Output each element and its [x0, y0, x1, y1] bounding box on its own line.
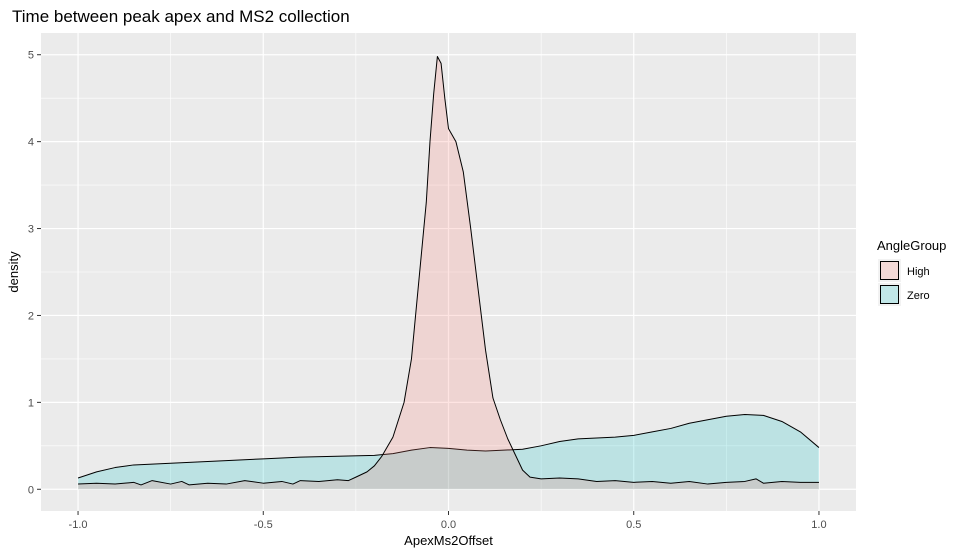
legend-key-background [878, 259, 901, 282]
density-line-high [78, 55, 819, 486]
legend-swatch-zero [880, 285, 899, 304]
density-area-high [78, 56, 819, 490]
y-tick-label: 1 [28, 397, 34, 409]
major-gridlines [41, 33, 856, 511]
x-tick-label: 1.0 [811, 519, 826, 531]
density-series [77, 55, 820, 490]
x-axis-title: ApexMs2Offset [404, 533, 493, 548]
x-axis: -1.0 -0.5 0.0 0.5 1.0 [69, 511, 827, 531]
x-tick-label: 0.5 [626, 519, 641, 531]
y-tick-label: 2 [28, 310, 34, 322]
density-line-zero [77, 414, 820, 479]
y-tick-label: 4 [28, 137, 34, 149]
y-tick-label: 0 [28, 484, 34, 496]
y-axis: 0 1 2 3 4 5 [28, 50, 41, 496]
legend-label-zero: Zero [907, 290, 930, 302]
legend-key-background [878, 283, 901, 306]
legend-swatch-high [880, 261, 899, 280]
density-area-zero [78, 414, 819, 490]
legend-title: AngleGroup [877, 238, 946, 253]
y-tick-label: 5 [28, 50, 34, 62]
legend-label-high: High [907, 266, 930, 278]
x-tick-label: -1.0 [69, 519, 88, 531]
chart-title: Time between peak apex and MS2 collectio… [12, 7, 350, 26]
y-tick-label: 3 [28, 224, 34, 236]
y-axis-title: density [6, 251, 21, 293]
x-tick-label: 0.0 [441, 519, 456, 531]
legend: AngleGroup High Zero [877, 238, 946, 306]
x-tick-label: -0.5 [254, 519, 273, 531]
